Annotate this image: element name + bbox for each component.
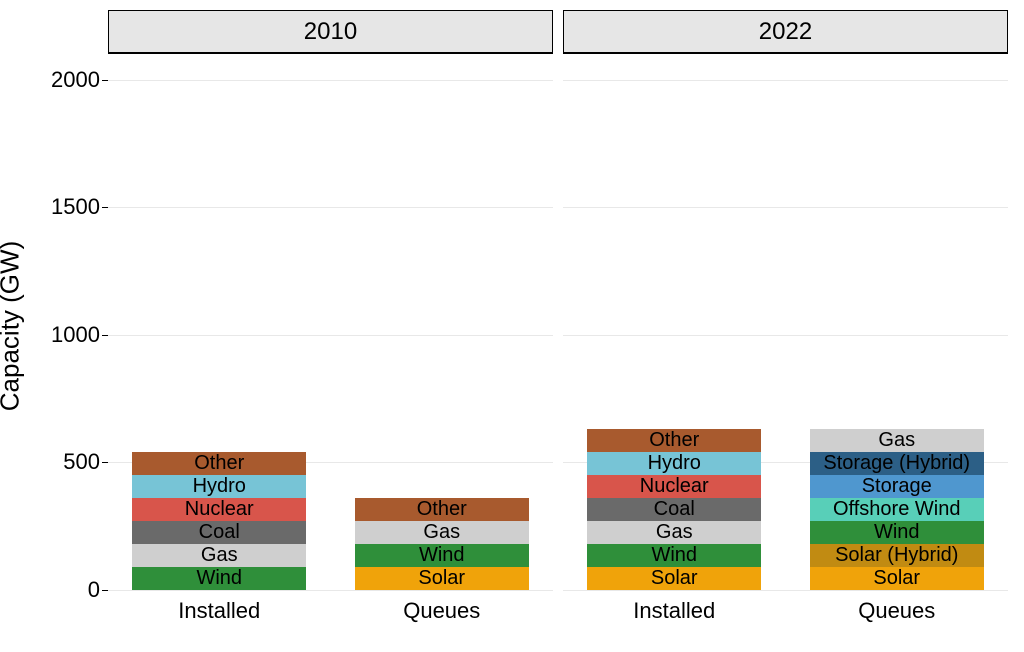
ytick-mark xyxy=(102,590,108,591)
segment-label: Offshore Wind xyxy=(833,498,960,521)
segment-nuclear: Nuclear xyxy=(132,498,306,521)
ytick-label: 1000 xyxy=(51,322,108,348)
segment-label: Wind xyxy=(651,544,697,567)
segment-other: Other xyxy=(587,429,761,452)
bars-row: WindGasCoalNuclearHydroOtherInstalledSol… xyxy=(108,54,553,590)
segment-wind: Wind xyxy=(810,521,984,544)
bar-slot: WindGasCoalNuclearHydroOtherInstalled xyxy=(108,54,331,590)
segment-gas: Gas xyxy=(355,521,529,544)
segment-label: Coal xyxy=(654,498,695,521)
xtick-label: Queues xyxy=(858,590,935,624)
segment-label: Nuclear xyxy=(185,498,254,521)
panel: 0500100015002000WindGasCoalNuclearHydroO… xyxy=(108,54,553,590)
xtick-label: Installed xyxy=(633,590,715,624)
segment-label: Hydro xyxy=(648,452,701,475)
segment-label: Solar (Hybrid) xyxy=(835,544,958,567)
segment-solar: Solar xyxy=(810,567,984,590)
gridline xyxy=(108,590,553,591)
segment-label: Gas xyxy=(878,429,915,452)
bar-installed: WindGasCoalNuclearHydroOther xyxy=(132,452,306,590)
segment-label: Other xyxy=(649,429,699,452)
bar-installed: SolarWindGasCoalNuclearHydroOther xyxy=(587,429,761,590)
gridline xyxy=(563,590,1008,591)
segment-other: Other xyxy=(132,452,306,475)
segment-storage-hybrid-: Storage (Hybrid) xyxy=(810,452,984,475)
xtick-label: Installed xyxy=(178,590,260,624)
facets-container: 20100500100015002000WindGasCoalNuclearHy… xyxy=(108,10,1008,590)
segment-label: Nuclear xyxy=(640,475,709,498)
segment-hydro: Hydro xyxy=(132,475,306,498)
segment-gas: Gas xyxy=(810,429,984,452)
segment-label: Other xyxy=(417,498,467,521)
segment-gas: Gas xyxy=(587,521,761,544)
bar-slot: SolarWindGasOtherQueues xyxy=(331,54,554,590)
segment-label: Hydro xyxy=(193,475,246,498)
segment-label: Gas xyxy=(423,521,460,544)
segment-label: Gas xyxy=(201,544,238,567)
bar-slot: SolarWindGasCoalNuclearHydroOtherInstall… xyxy=(563,54,786,590)
y-axis-label: Capacity (GW) xyxy=(0,241,26,411)
segment-coal: Coal xyxy=(587,498,761,521)
segment-coal: Coal xyxy=(132,521,306,544)
segment-label: Solar xyxy=(651,567,698,590)
xtick-label: Queues xyxy=(403,590,480,624)
facet-strip: 2022 xyxy=(563,10,1008,54)
segment-label: Wind xyxy=(196,567,242,590)
bars-row: SolarWindGasCoalNuclearHydroOtherInstall… xyxy=(563,54,1008,590)
segment-solar: Solar xyxy=(355,567,529,590)
segment-other: Other xyxy=(355,498,529,521)
segment-solar: Solar xyxy=(587,567,761,590)
bar-queues: SolarWindGasOther xyxy=(355,498,529,590)
segment-offshore-wind: Offshore Wind xyxy=(810,498,984,521)
capacity-chart: Capacity (GW) 20100500100015002000WindGa… xyxy=(0,0,1024,652)
segment-label: Wind xyxy=(874,521,920,544)
facet-2010: 20100500100015002000WindGasCoalNuclearHy… xyxy=(108,10,553,590)
segment-storage: Storage xyxy=(810,475,984,498)
plot-area: 20100500100015002000WindGasCoalNuclearHy… xyxy=(108,10,1008,590)
segment-nuclear: Nuclear xyxy=(587,475,761,498)
segment-label: Solar xyxy=(418,567,465,590)
segment-label: Coal xyxy=(199,521,240,544)
bar-queues: SolarSolar (Hybrid)WindOffshore WindStor… xyxy=(810,429,984,590)
segment-wind: Wind xyxy=(587,544,761,567)
segment-wind: Wind xyxy=(355,544,529,567)
ytick-label: 1500 xyxy=(51,194,108,220)
facet-strip: 2010 xyxy=(108,10,553,54)
segment-label: Solar xyxy=(873,567,920,590)
segment-label: Gas xyxy=(656,521,693,544)
segment-label: Wind xyxy=(419,544,465,567)
segment-hydro: Hydro xyxy=(587,452,761,475)
segment-gas: Gas xyxy=(132,544,306,567)
facet-2022: 2022SolarWindGasCoalNuclearHydroOtherIns… xyxy=(563,10,1008,590)
segment-label: Storage xyxy=(862,475,932,498)
segment-label: Storage (Hybrid) xyxy=(823,452,970,475)
segment-solar-hybrid-: Solar (Hybrid) xyxy=(810,544,984,567)
segment-wind: Wind xyxy=(132,567,306,590)
segment-label: Other xyxy=(194,452,244,475)
ytick-label: 2000 xyxy=(51,67,108,93)
panel: SolarWindGasCoalNuclearHydroOtherInstall… xyxy=(563,54,1008,590)
bar-slot: SolarSolar (Hybrid)WindOffshore WindStor… xyxy=(786,54,1009,590)
